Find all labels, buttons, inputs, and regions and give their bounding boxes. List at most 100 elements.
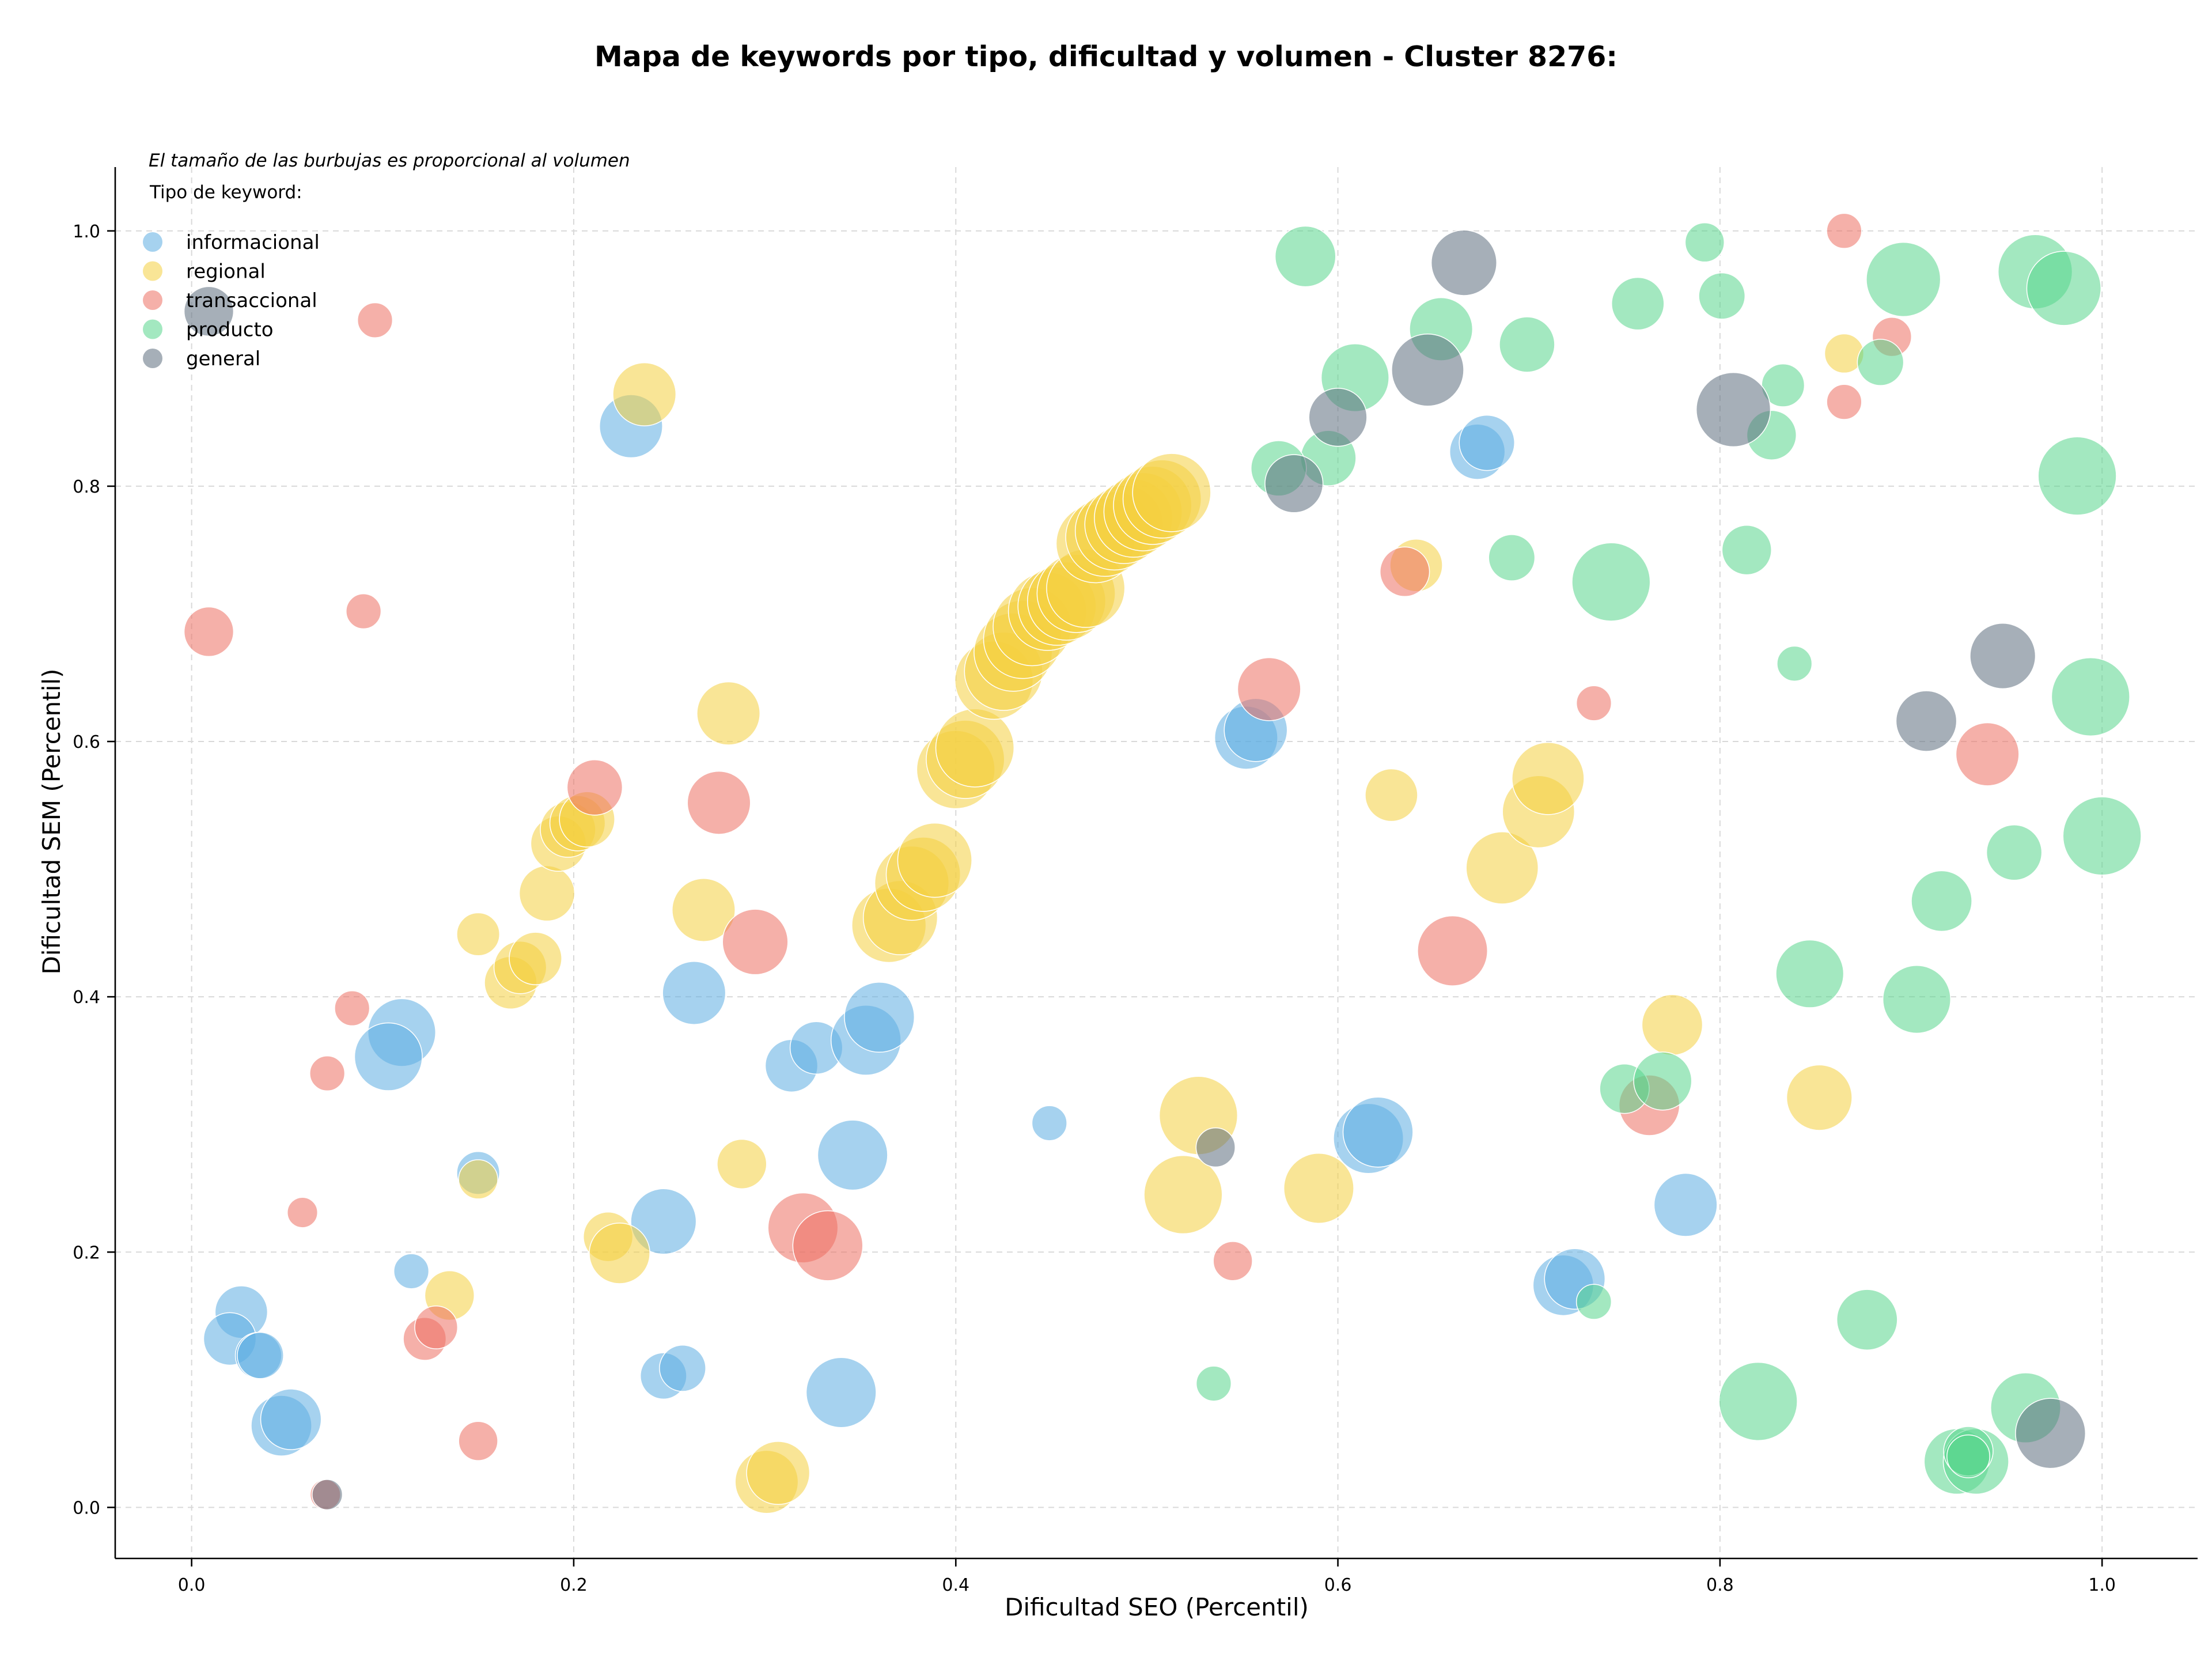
bubble-general (1695, 372, 1771, 448)
bubble-transaccional (687, 770, 751, 835)
bubble-informacional (659, 1344, 706, 1392)
bubble-regional (1512, 741, 1585, 815)
bubble-producto (1488, 534, 1536, 581)
bubble-producto (1633, 1051, 1692, 1111)
legend-label-transaccional: transaccional (186, 289, 317, 312)
bubble-producto (1836, 1289, 1898, 1351)
bubble-transaccional (458, 1421, 498, 1461)
bubble-regional (1786, 1064, 1853, 1131)
chart-title: Mapa de keywords por tipo, dificultad y … (594, 40, 1618, 73)
bubble-producto (1986, 824, 2043, 881)
x-tick-label: 0.2 (560, 1575, 588, 1595)
bubble-layer (183, 213, 2142, 1514)
bubble-producto (1684, 222, 1725, 263)
bubble-producto (1274, 225, 1336, 287)
bubble-producto (1499, 316, 1555, 373)
legend-label-informacional: informacional (186, 231, 320, 254)
y-tick-label: 0.4 (73, 987, 100, 1008)
bubble-transaccional (1417, 915, 1488, 986)
x-tick-label: 0.6 (1324, 1575, 1352, 1595)
bubble-transaccional (1955, 722, 2020, 786)
y-tick-label: 0.0 (73, 1498, 100, 1518)
bubble-informacional (817, 1119, 888, 1191)
bubble-regional (1132, 453, 1211, 532)
bubble-informacional (630, 1188, 697, 1255)
bubble-transaccional (722, 909, 789, 975)
legend-marker-transaccional (143, 290, 162, 310)
x-axis-label: Dificultad SEO (Percentil) (1005, 1593, 1309, 1621)
bubble-producto (1721, 524, 1772, 576)
bubble-producto (1571, 542, 1651, 622)
bubble-informacional (237, 1331, 284, 1379)
bubble-producto (1718, 1361, 1798, 1441)
bubble-informacional (844, 982, 915, 1053)
bubble-regional (612, 362, 677, 426)
y-axis-label: Dificultad SEM (Percentil) (37, 669, 66, 975)
bubble-regional (935, 708, 1015, 788)
bubble-informacional (1342, 1096, 1414, 1168)
bubble-regional (589, 1223, 650, 1284)
bubble-producto (2037, 436, 2117, 516)
bubble-general (1308, 388, 1368, 447)
bubble-transaccional (357, 302, 393, 338)
bubble-producto (1611, 277, 1665, 331)
bubble-general (1969, 623, 2036, 690)
x-tick-label: 0.4 (942, 1575, 969, 1595)
bubble-transaccional (566, 759, 623, 816)
bubble-regional (1465, 831, 1539, 905)
x-tick-label: 1.0 (2088, 1575, 2116, 1595)
bubble-general (1195, 1127, 1236, 1168)
bubble-regional (518, 865, 575, 922)
bubble-producto (1775, 939, 1844, 1008)
bubble-general (312, 1479, 343, 1511)
bubble-regional (1365, 768, 1418, 822)
bubble-transaccional (1237, 657, 1301, 721)
bubble-transaccional (1213, 1241, 1253, 1281)
bubble-transaccional (1826, 384, 1862, 420)
bubble-informacional (1031, 1105, 1067, 1141)
bubble-producto (2026, 251, 2101, 326)
x-tick-label: 0.8 (1706, 1575, 1734, 1595)
bubble-producto (1857, 339, 1904, 386)
bubble-producto (2051, 657, 2130, 737)
bubble-regional (1641, 994, 1703, 1056)
bubble-producto (1777, 645, 1813, 682)
legend-marker-informacional (143, 232, 162, 252)
bubble-transaccional (1575, 685, 1612, 721)
bubble-transaccional (309, 1055, 346, 1092)
x-tick-label: 0.0 (178, 1575, 206, 1595)
bubble-regional (746, 1441, 810, 1505)
bubble-producto (1911, 870, 1972, 932)
bubble-regional (717, 1138, 767, 1190)
bubble-informacional (1459, 414, 1516, 471)
bubble-regional (509, 932, 562, 985)
bubble-regional (672, 877, 736, 942)
bubble-regional (456, 912, 501, 956)
bubble-regional (897, 822, 972, 898)
bubble-informacional (260, 1388, 322, 1450)
bubble-regional (458, 1159, 498, 1200)
legend-marker-general (143, 349, 162, 368)
bubble-informacional (662, 961, 726, 1025)
axes: 0.0 0.2 0.4 0.6 0.8 1.0 0.0 0.2 0.4 0.6 0.8 1.0 (73, 167, 2198, 1595)
bubble-transaccional (183, 606, 234, 657)
legend-marker-regional (143, 261, 162, 281)
bubble-transaccional (414, 1306, 459, 1349)
y-tick-label: 0.6 (73, 732, 100, 752)
legend-label-producto: producto (186, 319, 274, 342)
bubble-producto (1946, 1434, 1990, 1478)
bubble-transaccional (286, 1197, 319, 1228)
bubble-informacional (354, 1022, 423, 1091)
legend-label-regional: regional (186, 260, 266, 283)
legend-title: Tipo de keyword: (149, 182, 302, 203)
y-tick-label: 1.0 (73, 222, 100, 242)
bubble-regional (696, 681, 761, 746)
bubble-producto (1698, 272, 1746, 320)
bubble-general (1430, 229, 1498, 296)
bubble-transaccional (1826, 213, 1862, 249)
bubble-regional (1283, 1153, 1354, 1224)
bubble-general (1391, 333, 1464, 407)
bubble-informacional (1653, 1172, 1718, 1237)
bubble-general (183, 286, 234, 337)
